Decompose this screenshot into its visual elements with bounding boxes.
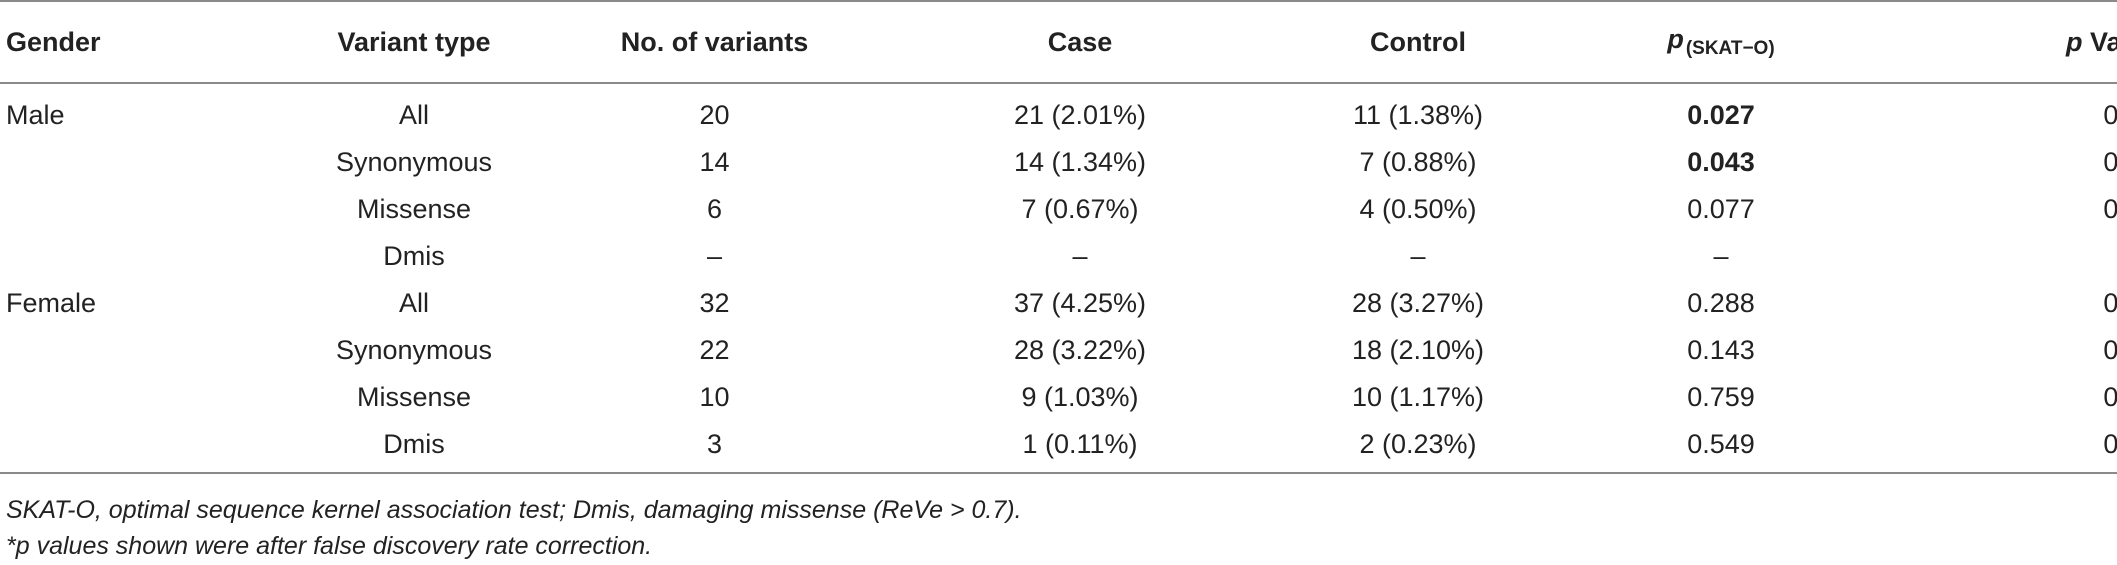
cell-case: 21 (2.01%) xyxy=(1013,100,1147,130)
table-row: Male All 20 21 (2.01%) 11 (1.38%) 0.027 0.151 xyxy=(0,83,2117,139)
table-row: Missense 10 9 (1.03%) 10 (1.17%) 0.759 0.759 xyxy=(0,374,2117,421)
cell-p-skat-o: 0.759 xyxy=(1687,382,1755,412)
header-control: Control xyxy=(1269,1,1567,84)
cell-no-of-variants: 14 xyxy=(699,147,730,177)
cell-p-skat-o: 0.549 xyxy=(1567,421,1875,474)
cell-variant-type: Synonymous xyxy=(335,147,493,177)
cell-p-value: 0.403 xyxy=(2103,288,2117,318)
table-footnotes: SKAT-O, optimal sequence kernel associat… xyxy=(6,492,1022,564)
table-row: Female All 32 37 (4.25%) 28 (3.27%) 0.288 0.40… xyxy=(0,280,2117,327)
cell-gender xyxy=(0,374,290,421)
cell-p-value: 0.250 xyxy=(2103,335,2117,365)
results-table: Gender Variant type No. of variants Case… xyxy=(0,1,2117,474)
header-row: Gender Variant type No. of variants Case… xyxy=(0,1,2117,84)
cell-case: 14 (1.34%) xyxy=(1013,147,1147,177)
cell-p-skat-o: 0.143 xyxy=(1687,335,1755,365)
header-p-skat-symbol: p xyxy=(1667,24,1684,54)
cell-control: 7 (0.88%) xyxy=(1359,147,1477,177)
cell-no-of-variants: 6 xyxy=(706,194,723,224)
header-p-skat-o: p (SKAT−O) xyxy=(1567,1,1875,84)
cell-p-skat-o: 0.288 xyxy=(1687,288,1755,318)
cell-gender xyxy=(0,327,290,374)
cell-variant-type: Dmis xyxy=(290,421,538,474)
header-p-skat-subscript: (SKAT−O) xyxy=(1685,38,1775,59)
table-row: Dmis – – – – – xyxy=(0,233,2117,280)
cell-p-skat-o: – xyxy=(1713,241,1729,271)
cell-variant-type: All xyxy=(398,100,429,130)
table-row: Missense 6 7 (0.67%) 4 (0.50%) 0.077 0.180 xyxy=(0,186,2117,233)
cell-no-of-variants: – xyxy=(706,241,723,271)
header-case: Case xyxy=(891,1,1269,84)
cell-control: 4 (0.50%) xyxy=(1359,194,1477,224)
cell-p-value: 0.180 xyxy=(2103,194,2117,224)
cell-gender xyxy=(0,233,290,280)
header-p-value: p Value* xyxy=(1875,1,2117,84)
cell-no-of-variants: 20 xyxy=(699,100,730,130)
cell-p-skat-o: 0.043 xyxy=(1687,147,1755,177)
cell-p-value: – xyxy=(1875,233,2117,280)
cell-no-of-variants: 10 xyxy=(699,382,730,412)
cell-no-of-variants: 22 xyxy=(699,335,730,365)
header-no-of-variants: No. of variants xyxy=(538,1,891,84)
cell-p-skat-o: 0.027 xyxy=(1687,100,1755,130)
header-p-value-symbol: p xyxy=(2065,26,2083,57)
table-row: Synonymous 14 14 (1.34%) 7 (0.88%) 0.043 0.15… xyxy=(0,139,2117,186)
header-gender: Gender xyxy=(0,1,290,84)
cell-case: 9 (1.03%) xyxy=(1021,382,1139,412)
cell-p-skat-o: 0.077 xyxy=(1687,194,1755,224)
cell-case: 7 (0.67%) xyxy=(1021,194,1139,224)
cell-control: 2 (0.23%) xyxy=(1269,421,1567,474)
footnote-fdr-correction: *p values shown were after false discove… xyxy=(6,532,653,560)
cell-no-of-variants: 32 xyxy=(699,288,730,318)
cell-p-value: 0.151 xyxy=(2103,100,2117,130)
cell-control: 18 (2.10%) xyxy=(1351,335,1485,365)
cell-variant-type: Missense xyxy=(356,194,472,224)
cell-gender xyxy=(0,139,290,186)
cell-p-value: 0.641 xyxy=(1875,421,2117,474)
cell-no-of-variants: 3 xyxy=(538,421,891,474)
cell-gender: Female xyxy=(6,288,97,318)
cell-p-value: 0.151 xyxy=(2103,147,2117,177)
cell-control: 11 (1.38%) xyxy=(1352,100,1484,130)
cell-variant-type: Synonymous xyxy=(335,335,493,365)
cell-case: – xyxy=(1072,241,1088,271)
cell-control: 10 (1.17%) xyxy=(1351,382,1485,412)
footnote-abbreviations: SKAT-O, optimal sequence kernel associat… xyxy=(6,496,1022,524)
cell-case: 28 (3.22%) xyxy=(1013,335,1147,365)
results-table-container: Gender Variant type No. of variants Case… xyxy=(0,1,2117,474)
cell-variant-type: All xyxy=(398,288,429,318)
cell-control: – xyxy=(1410,241,1426,271)
header-variant-type: Variant type xyxy=(290,1,538,84)
header-p-value-label: Value* xyxy=(2089,26,2117,57)
cell-control: 28 (3.27%) xyxy=(1351,288,1485,318)
table-header: Gender Variant type No. of variants Case… xyxy=(0,1,2117,84)
cell-gender xyxy=(0,421,290,474)
cell-case: 1 (0.11%) xyxy=(891,421,1269,474)
cell-gender: Male xyxy=(6,100,65,130)
table-row: Synonymous 22 28 (3.22%) 18 (2.10%) 0.143 0.2… xyxy=(0,327,2117,374)
cell-gender xyxy=(0,186,290,233)
cell-p-value: 0.759 xyxy=(2103,382,2117,412)
cell-variant-type: Missense xyxy=(356,382,472,412)
cell-case: 37 (4.25%) xyxy=(1013,288,1147,318)
cell-variant-type: Dmis xyxy=(383,241,445,271)
